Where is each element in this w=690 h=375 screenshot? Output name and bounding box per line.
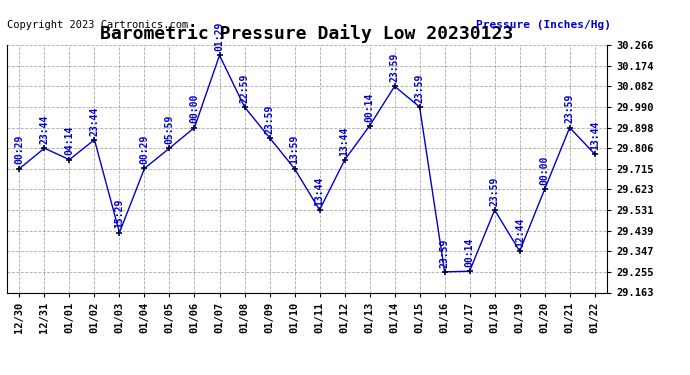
Text: 05:59: 05:59 — [164, 115, 175, 144]
Text: 13:44: 13:44 — [339, 127, 350, 156]
Text: 00:00: 00:00 — [540, 156, 550, 185]
Text: 23:44: 23:44 — [90, 106, 99, 135]
Text: 00:00: 00:00 — [190, 94, 199, 123]
Text: 00:14: 00:14 — [364, 92, 375, 122]
Text: 13:44: 13:44 — [590, 120, 600, 150]
Text: Pressure (Inches/Hg): Pressure (Inches/Hg) — [475, 20, 611, 30]
Text: 23:59: 23:59 — [264, 104, 275, 134]
Text: 00:29: 00:29 — [139, 135, 150, 164]
Text: 15:29: 15:29 — [115, 199, 124, 228]
Text: 00:29: 00:29 — [14, 135, 24, 165]
Text: 23:59: 23:59 — [390, 53, 400, 82]
Text: 13:44: 13:44 — [315, 176, 324, 206]
Text: 01:29: 01:29 — [215, 22, 224, 51]
Title: Barometric Pressure Daily Low 20230123: Barometric Pressure Daily Low 20230123 — [101, 24, 513, 44]
Text: 23:59: 23:59 — [564, 94, 575, 123]
Text: Copyright 2023 Cartronics.com: Copyright 2023 Cartronics.com — [7, 20, 188, 30]
Text: 04:14: 04:14 — [64, 126, 75, 156]
Text: 23:59: 23:59 — [440, 238, 450, 268]
Text: 12:44: 12:44 — [515, 217, 524, 247]
Text: 23:59: 23:59 — [490, 176, 500, 206]
Text: 23:44: 23:44 — [39, 115, 50, 144]
Text: 13:59: 13:59 — [290, 135, 299, 165]
Text: 23:59: 23:59 — [415, 74, 424, 103]
Text: 22:59: 22:59 — [239, 74, 250, 103]
Text: 00:14: 00:14 — [464, 238, 475, 267]
